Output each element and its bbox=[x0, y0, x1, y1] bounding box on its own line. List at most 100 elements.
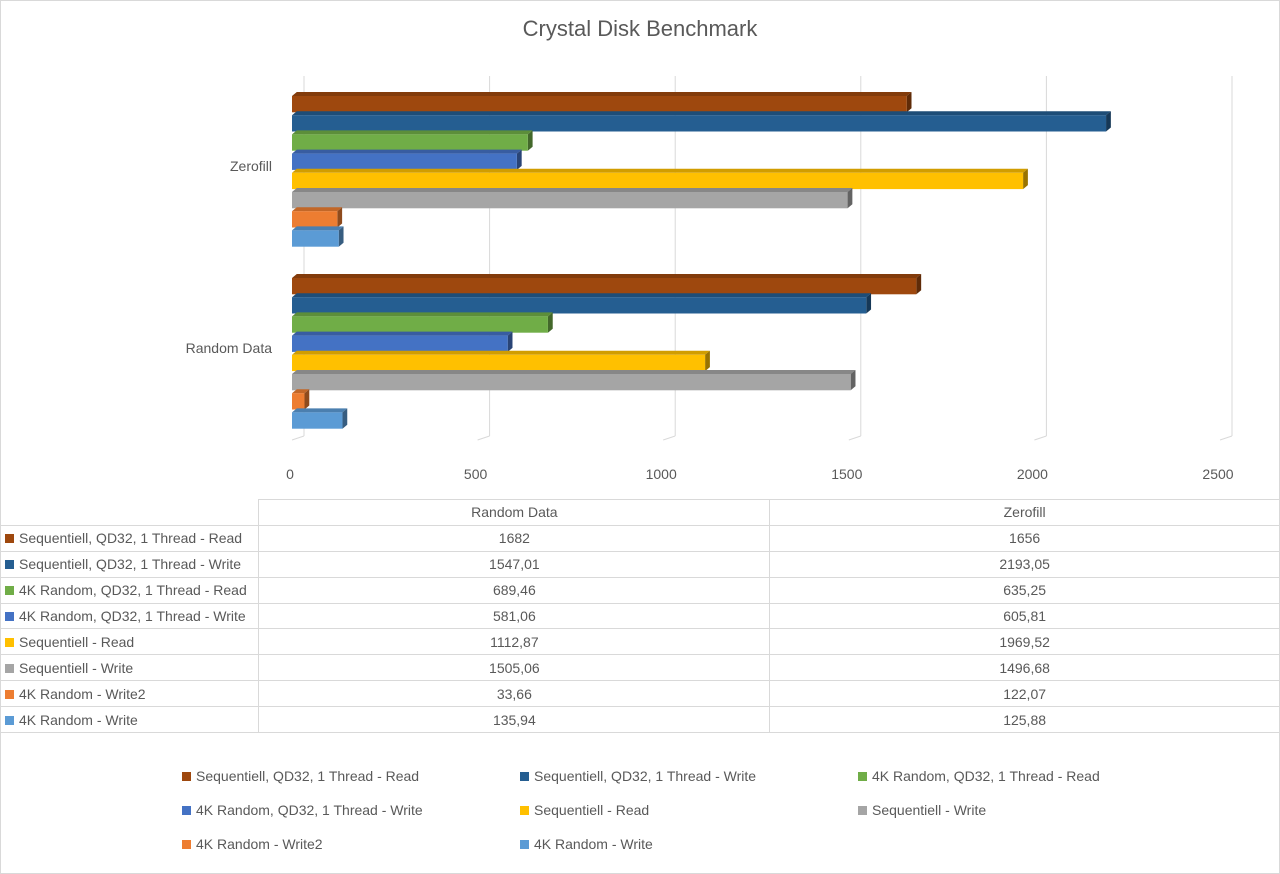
data-table-value: 635,25 bbox=[769, 576, 1280, 604]
series-color-key bbox=[5, 560, 14, 570]
data-table-header-cell: Random Data bbox=[258, 499, 771, 526]
bar-front bbox=[292, 134, 528, 151]
bar-side bbox=[705, 350, 710, 372]
bar bbox=[292, 312, 553, 333]
bar-front bbox=[292, 297, 867, 314]
data-table-series-label: Sequentiell - Read bbox=[19, 633, 135, 650]
data-table-series-label: 4K Random - Write2 bbox=[19, 685, 146, 702]
bar-front bbox=[292, 354, 706, 372]
data-table: Random Data Zerofill Sequentiell, QD32, … bbox=[0, 499, 1280, 734]
data-table-series-cell: 4K Random - Write bbox=[0, 706, 260, 734]
bar-top bbox=[292, 389, 310, 394]
bar-top bbox=[292, 226, 344, 231]
data-table-value: 2193,05 bbox=[769, 550, 1280, 578]
bar-top bbox=[292, 207, 343, 212]
bar bbox=[292, 207, 343, 228]
bar-side bbox=[916, 274, 922, 295]
bar-front bbox=[292, 211, 338, 228]
bar-side bbox=[1023, 168, 1028, 190]
data-table-series-label: Sequentiell, QD32, 1 Thread - Read bbox=[19, 530, 243, 547]
bar-side bbox=[866, 293, 872, 314]
bar bbox=[292, 293, 872, 314]
data-table-header-cell: Zerofill bbox=[769, 499, 1280, 526]
bar-top bbox=[292, 331, 513, 336]
data-table-value: 581,06 bbox=[258, 602, 771, 630]
plot-area: 0 500 1000 1500 2000 2500 Random Data Zerofill bbox=[186, 76, 1234, 482]
bar bbox=[292, 111, 1111, 132]
data-table-corner bbox=[0, 499, 260, 526]
bar-side bbox=[516, 149, 522, 170]
bar-top bbox=[292, 293, 872, 298]
bar-front bbox=[292, 393, 305, 410]
data-table-value: 1505,06 bbox=[258, 654, 771, 682]
bar-top bbox=[292, 111, 1111, 116]
data-table-value: 122,07 bbox=[769, 680, 1280, 708]
data-table-series-label: 4K Random, QD32, 1 Thread - Read bbox=[19, 582, 247, 599]
data-table-row: Sequentiell, QD32, 1 Thread - Read 1682 16… bbox=[0, 524, 1280, 552]
bar-front bbox=[292, 316, 548, 333]
bar-front bbox=[292, 115, 1107, 132]
data-table-series-cell: 4K Random - Write2 bbox=[0, 680, 260, 708]
bar bbox=[292, 149, 522, 170]
bar-side bbox=[342, 408, 348, 429]
series-color-key bbox=[5, 637, 14, 647]
bar-top bbox=[292, 370, 856, 374]
bar-front bbox=[292, 192, 848, 209]
bar-front bbox=[292, 230, 339, 247]
data-table-value: 1547,01 bbox=[258, 550, 771, 578]
series-color-key bbox=[5, 663, 14, 673]
data-table-series-cell: Sequentiell, QD32, 1 Thread - Read bbox=[0, 524, 260, 552]
bar-side bbox=[850, 370, 856, 391]
data-table-series-label: 4K Random, QD32, 1 Thread - Write bbox=[19, 608, 246, 624]
x-tick-label: 1500 bbox=[831, 466, 862, 482]
chart-title: Crystal Disk Benchmark bbox=[522, 16, 758, 41]
bar-side bbox=[304, 389, 310, 410]
data-table-value: 689,46 bbox=[258, 576, 771, 604]
bar bbox=[292, 226, 344, 247]
data-table-value: 1682 bbox=[258, 524, 771, 552]
bar-side bbox=[337, 207, 343, 228]
series-color-key bbox=[5, 715, 14, 725]
x-tick-label: 2000 bbox=[1017, 466, 1048, 482]
data-table-value: 1969,52 bbox=[769, 628, 1280, 656]
x-tick-label: 500 bbox=[464, 466, 488, 482]
bars bbox=[292, 92, 1111, 429]
gridline-floor bbox=[477, 435, 490, 441]
data-table-value: 1656 bbox=[769, 524, 1280, 552]
bar bbox=[292, 408, 348, 429]
bar-top bbox=[292, 408, 348, 413]
data-table-series-cell: Sequentiell - Write bbox=[0, 654, 260, 682]
series-color-key bbox=[5, 689, 14, 699]
bar bbox=[292, 92, 912, 113]
data-table-value: 605,81 bbox=[769, 602, 1280, 630]
bar-side bbox=[507, 331, 513, 352]
bar-top bbox=[292, 274, 922, 278]
bar bbox=[292, 350, 710, 372]
y-category-label: Random Data bbox=[186, 340, 273, 356]
bar-front bbox=[292, 278, 917, 295]
x-tick-label: 0 bbox=[286, 466, 294, 482]
y-category-label: Zerofill bbox=[230, 158, 272, 174]
data-table-series-cell: Sequentiell, QD32, 1 Thread - Write bbox=[0, 550, 260, 578]
bar-top bbox=[292, 92, 912, 96]
data-table-value: 1112,87 bbox=[258, 628, 771, 656]
x-axis: 0 500 1000 1500 2000 2500 bbox=[286, 466, 1234, 482]
gridline-floor bbox=[291, 435, 305, 441]
bar-top bbox=[292, 130, 533, 135]
data-table-row: 4K Random - Write2 33,66 122,07 bbox=[0, 680, 1280, 708]
bar bbox=[292, 188, 853, 209]
bar-side bbox=[1106, 111, 1111, 132]
data-table-row: Sequentiell, QD32, 1 Thread - Write 1547,… bbox=[0, 550, 1280, 578]
data-table-value: 135,94 bbox=[258, 706, 771, 734]
data-table-value: 1496,68 bbox=[769, 654, 1280, 682]
data-table-row: Sequentiell - Write 1505,06 1496,68 bbox=[0, 654, 1280, 682]
data-table-series-label: 4K Random - Write bbox=[19, 711, 138, 728]
bar-top bbox=[292, 188, 853, 192]
data-table-row: 4K Random - Write 135,94 125,88 bbox=[0, 706, 1280, 734]
gridline-floor bbox=[1034, 435, 1047, 441]
data-table-value: 125,88 bbox=[769, 706, 1280, 734]
bar-side bbox=[338, 226, 344, 247]
series-color-key bbox=[5, 586, 14, 596]
bar-side bbox=[847, 188, 853, 209]
bar-front bbox=[292, 412, 343, 429]
